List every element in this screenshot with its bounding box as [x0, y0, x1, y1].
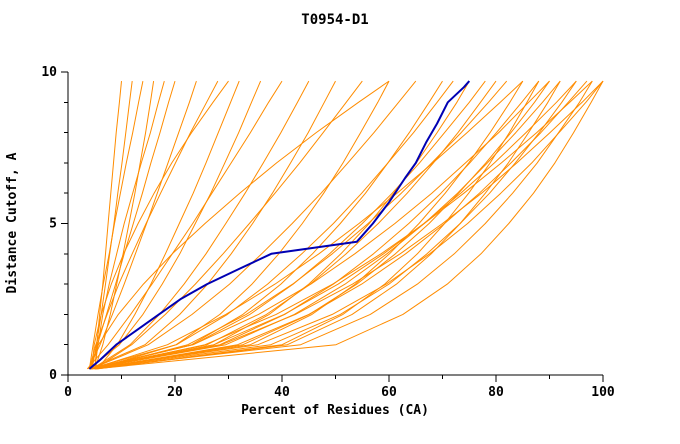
x-tick-label: 0 [64, 385, 72, 400]
model-curve [86, 80, 283, 370]
x-tick-label: 100 [591, 385, 615, 400]
model-curve [94, 80, 588, 370]
model-curve [91, 80, 593, 370]
model-curve [94, 80, 165, 369]
model-curve [90, 80, 577, 370]
y-tick-label: 10 [41, 65, 57, 80]
x-tick-label: 60 [381, 385, 397, 400]
x-tick-label: 40 [274, 385, 290, 400]
model-curve [89, 80, 550, 370]
highlight-curve [88, 80, 471, 370]
model-curve [89, 80, 604, 370]
model-curve [89, 80, 497, 370]
model-curve [94, 80, 604, 370]
model-curve [89, 80, 262, 370]
model-curve [95, 80, 454, 370]
model-curve [94, 80, 508, 370]
model-curve [90, 80, 417, 370]
model-curve [91, 80, 229, 369]
model-curve [88, 80, 219, 370]
model-curve [93, 80, 550, 370]
chart-title: T0954-D1 [301, 12, 368, 28]
y-tick-label: 0 [49, 368, 57, 383]
y-axis-label: Distance Cutoff, A [5, 152, 20, 293]
model-curve [92, 80, 486, 370]
x-tick-label: 20 [167, 385, 183, 400]
model-curve [91, 80, 524, 370]
model-curve [89, 80, 540, 370]
model-curve [89, 80, 336, 370]
model-curve [88, 80, 390, 370]
y-tick-label: 5 [49, 217, 57, 232]
model-curve [97, 80, 240, 370]
model-curve [91, 80, 310, 370]
model-curve [88, 81, 144, 369]
x-axis-label: Percent of Residues (CA) [241, 403, 429, 418]
model-curve [89, 80, 470, 370]
model-curves [86, 80, 604, 370]
model-curve [89, 80, 593, 370]
model-curve [90, 80, 604, 370]
model-curve [89, 80, 524, 370]
model-curve [89, 80, 561, 370]
x-tick-label: 80 [488, 385, 504, 400]
